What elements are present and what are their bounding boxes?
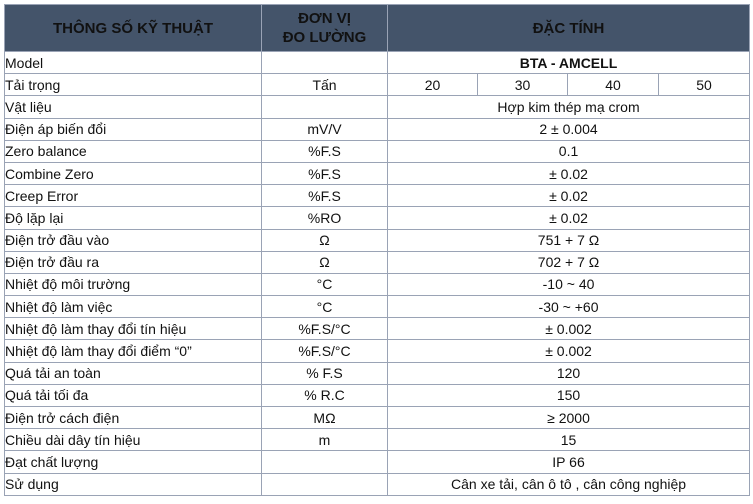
row-label: Quá tải tối đa [4, 383, 262, 408]
row-value: ≥ 2000 [386, 405, 751, 430]
row-label: Đạt chất lượng [4, 450, 262, 474]
row-unit: m [261, 428, 388, 452]
row-label: Điện trở cách điện [4, 405, 262, 430]
load-value-30: 30 [477, 73, 568, 97]
row-unit: Tấn [261, 73, 388, 97]
row-label: Chiều dài dây tín hiệu [4, 428, 262, 452]
row-value: 2 ± 0.004 [386, 117, 751, 141]
table-row: Chiều dài dây tín hiệu m 15 [4, 428, 751, 452]
row-value: ± 0.02 [386, 184, 751, 208]
row-value: 120 [386, 361, 751, 385]
table-row: Nhiệt độ môi trường °C -10 ~ 40 [4, 272, 751, 297]
row-unit: mV/V [261, 117, 388, 141]
row-unit: %F.S [261, 161, 388, 186]
table-row: Quá tải an toàn% F.S 120 [4, 361, 751, 385]
header-row: THÔNG SỐ KỸ THUẬT ĐƠN VỊ ĐO LƯỜNG ĐẶC TÍ… [4, 4, 751, 52]
row-value: 751 + 7 Ω [386, 228, 751, 252]
table-row: Nhiệt độ làm thay đổi tín hiệu %F.S/°C ± 0… [4, 317, 751, 341]
row-unit: %RO [261, 206, 388, 230]
row-value: Hợp kim thép mạ crom [386, 95, 751, 119]
row-value: ± 0.002 [386, 317, 751, 341]
row-value: 0.1 [386, 139, 751, 163]
row-unit: %F.S [261, 184, 388, 208]
row-value: IP 66 [386, 450, 751, 474]
table-row: Điện áp biến đổi mV/V 2 ± 0.004 [4, 117, 751, 141]
row-label: Điện trở đầu ra [4, 250, 262, 274]
table-row: Điện trở cách điện MΩ ≥ 2000 [4, 405, 751, 430]
table-row: Combine Zero %F.S ± 0.02 [4, 161, 751, 186]
row-unit: °C [261, 272, 388, 297]
header-param: THÔNG SỐ KỸ THUẬT [4, 4, 262, 52]
header-unit-line1: ĐƠN VỊ [298, 10, 351, 27]
row-label: Model [4, 50, 262, 75]
row-label: Creep Error [4, 184, 262, 208]
row-unit [261, 95, 388, 119]
row-label: Vật liệu [4, 95, 262, 119]
row-label: Nhiệt độ môi trường [4, 272, 262, 297]
row-unit [261, 450, 388, 474]
spec-table-wrapper: THÔNG SỐ KỸ THUẬT ĐƠN VỊ ĐO LƯỜNG ĐẶC TÍ… [4, 4, 751, 496]
row-unit: %F.S/°C [261, 339, 388, 363]
row-value: -10 ~ 40 [386, 272, 751, 297]
row-value: Cân xe tải, cân ô tô , cân công nghiệp [386, 472, 751, 496]
row-value: ± 0.002 [386, 339, 751, 363]
row-label: Nhiệt độ làm việc [4, 295, 262, 319]
table-row: Sử dụng Cân xe tải, cân ô tô , cân công n… [4, 472, 751, 496]
load-value-40: 40 [567, 73, 659, 97]
table-row: Đạt chất lượng IP 66 [4, 450, 751, 474]
row-value: 150 [386, 383, 751, 408]
row-value: ± 0.02 [386, 161, 751, 186]
row-value: BTA - AMCELL [386, 50, 751, 75]
row-value: 15 [386, 428, 751, 452]
row-label: Điện trở đầu vào [4, 228, 262, 252]
header-unit: ĐƠN VỊ ĐO LƯỜNG [261, 4, 388, 52]
table-row: Zero balance %F.S 0.1 [4, 139, 751, 163]
row-label: Quá tải an toàn [4, 361, 262, 385]
row-value: ± 0.02 [386, 206, 751, 230]
table-row-load: Tải trọng Tấn 20 30 40 50 [4, 73, 751, 97]
row-value: -30 ~ +60 [386, 295, 751, 319]
row-unit: MΩ [261, 405, 388, 430]
header-spec: ĐẶC TÍNH [386, 4, 751, 52]
row-label: Sử dụng [4, 472, 262, 496]
row-label: Nhiệt độ làm thay đổi điểm “0” [4, 339, 262, 363]
row-unit: %F.S/°C [261, 317, 388, 341]
row-unit: % R.C [261, 383, 388, 408]
table-row: Quá tải tối đa% R.C 150 [4, 383, 751, 408]
table-row: Độ lặp lại %RO ± 0.02 [4, 206, 751, 230]
table-row: Điện trở đầu vào Ω 751 + 7 Ω [4, 228, 751, 252]
table-row: Nhiệt độ làm việc °C -30 ~ +60 [4, 295, 751, 319]
row-label: Độ lặp lại [4, 206, 262, 230]
row-unit: %F.S [261, 139, 388, 163]
table-row: Điện trở đầu ra Ω 702 + 7 Ω [4, 250, 751, 274]
table-row: Nhiệt độ làm thay đổi điểm “0” %F.S/°C ± 0… [4, 339, 751, 363]
row-label: Zero balance [4, 139, 262, 163]
load-value-50: 50 [657, 73, 751, 97]
row-unit [261, 472, 388, 496]
table-row-model: Model BTA - AMCELL [4, 50, 751, 75]
row-unit: % F.S [261, 361, 388, 385]
header-unit-line2: ĐO LƯỜNG [282, 29, 367, 46]
load-value-20: 20 [387, 73, 478, 97]
row-value: 702 + 7 Ω [386, 250, 751, 274]
row-unit: Ω [261, 250, 388, 274]
row-unit: °C [261, 295, 388, 319]
row-label: Điện áp biến đổi [4, 117, 262, 141]
table-row: Vật liệu Hợp kim thép mạ crom [4, 95, 751, 119]
table-row: Creep Error %F.S ± 0.02 [4, 184, 751, 208]
spec-table: THÔNG SỐ KỸ THUẬT ĐƠN VỊ ĐO LƯỜNG ĐẶC TÍ… [4, 4, 751, 496]
row-label: Nhiệt độ làm thay đổi tín hiệu [4, 317, 262, 341]
row-unit: Ω [261, 228, 388, 252]
row-label: Combine Zero [4, 161, 262, 186]
row-label: Tải trọng [4, 73, 262, 97]
row-unit [261, 50, 388, 75]
